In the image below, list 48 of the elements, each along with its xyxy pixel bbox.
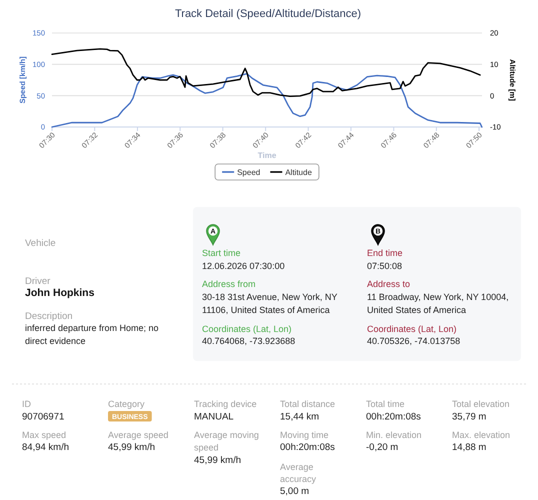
text: Description (25, 311, 73, 322)
text: 30-18 31st Avenue, New York, NY 11106, United States of America (202, 292, 338, 315)
text: Tracking device (194, 399, 257, 409)
text: Category (108, 399, 146, 409)
text: Max. elevation (452, 430, 510, 440)
text: 07:50:08 (367, 261, 402, 271)
text: inferred departure from Home; no direct evidence (25, 323, 159, 346)
text: Total elevation (452, 399, 510, 409)
text: 14,88 m (452, 442, 486, 453)
text: MANUAL (194, 412, 234, 422)
line-series (51, 48, 481, 97)
text: Start time (202, 248, 241, 258)
text: Average moving speed (194, 430, 259, 452)
legend-label: Speed (237, 168, 260, 177)
text: Driver (25, 276, 50, 287)
text: 00h:20m:08s (280, 442, 336, 453)
text: 40.764068, -73.923688 (202, 336, 296, 346)
text: Address to (367, 279, 410, 289)
text: 15,44 km (280, 412, 320, 422)
text: Max speed (22, 430, 66, 440)
line-series (51, 73, 483, 128)
text: 45,99 km/h (194, 455, 241, 466)
text: 45,99 km/h (108, 442, 155, 453)
text: -0,20 m (366, 442, 398, 453)
text: 90706971 (22, 412, 64, 422)
text: Min. elevation (366, 430, 422, 440)
text: ID (22, 399, 32, 409)
text: Vehicle (25, 238, 56, 249)
text: 35,79 m (452, 412, 486, 422)
text: Coordinates (Lat, Lon) (367, 324, 457, 334)
text: 12.06.2026 07:30:00 (202, 261, 285, 271)
text: 11 Broadway, New York, NY 10004, United States of America (367, 292, 509, 315)
text: Moving time (280, 430, 329, 440)
text: Total time (366, 399, 405, 409)
text: John Hopkins (25, 287, 95, 299)
chart-title: Track Detail (Speed/Altitude/Distance) (174, 8, 362, 20)
text: 5,00 m (280, 486, 310, 497)
text: Average speed (108, 430, 168, 440)
text: Coordinates (Lat, Lon) (202, 324, 292, 334)
text: 84,94 km/h (22, 442, 69, 453)
x-axis-title: Time (258, 151, 277, 160)
text: End time (367, 248, 403, 258)
text: 00h:20m:08s (366, 412, 422, 422)
text: Total distance (280, 399, 336, 409)
legend-label: Altitude (285, 168, 312, 177)
text: Average accuracy (280, 462, 317, 484)
text: Address from (202, 279, 256, 289)
text: 40.705326, -74.013758 (367, 336, 460, 346)
